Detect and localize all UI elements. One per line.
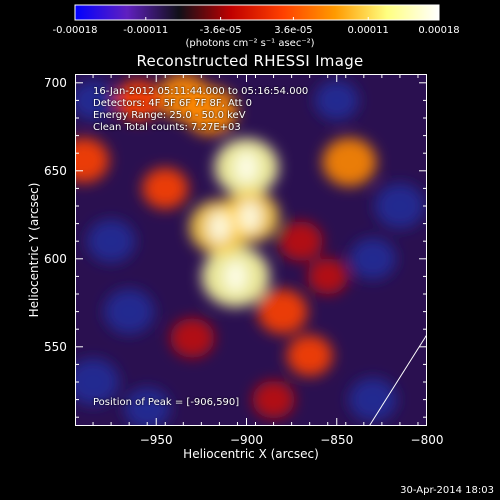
heatmap-source [322, 137, 377, 187]
annotation-energy-range: Energy Range: 25.0 - 50.0 keV [93, 110, 246, 121]
colorbar-tick-label: -0.00011 [123, 25, 169, 36]
heatmap-source [314, 80, 359, 121]
footer-timestamp: 30-Apr-2014 18:03 [400, 485, 494, 496]
heatmap-source-core [238, 200, 263, 233]
colorbar [74, 4, 440, 21]
colorbar-unit-label: (photons cm⁻² s⁻¹ asec⁻²) [185, 38, 315, 49]
colorbar-tick-label: -0.00018 [52, 25, 98, 36]
heatmap-source [87, 219, 136, 263]
y-tick-label: 550 [44, 339, 67, 354]
colorbar-tick-label: 3.6e-05 [274, 25, 313, 36]
heatmap-source [252, 380, 295, 419]
chart-title: Reconstructed RHESSI Image [136, 52, 364, 70]
heatmap-source [374, 183, 425, 229]
plot-frame [75, 74, 427, 426]
colorbar-tick-label: 0.00018 [418, 25, 460, 36]
annotation-time-range: 16-Jan-2012 05:11:44.000 to 05:16:54.000 [93, 86, 309, 97]
y-tick-label: 600 [44, 251, 67, 266]
heatmap-source [75, 358, 120, 406]
heatmap-source [348, 378, 397, 422]
heatmap-source [257, 289, 308, 335]
heatmap-source [75, 80, 116, 121]
x-tick-label: −850 [320, 433, 354, 447]
heatmap-source-core [223, 260, 248, 293]
x-axis-label: Heliocentric X (arcsec) [183, 447, 319, 461]
heatmap-source-core [207, 211, 232, 244]
y-axis-label: Heliocentric Y (arcsec) [27, 182, 41, 318]
annotation-detectors: Detectors: 4F 5F 6F 7F 8F, Att 0 [93, 98, 253, 109]
heatmap-source [278, 221, 323, 261]
heatmap-source [115, 79, 162, 122]
heatmap-svg [75, 74, 427, 426]
colorbar-tick-label: 0.00011 [347, 25, 389, 36]
heatmap-source [170, 318, 215, 358]
heatmap-source [142, 167, 189, 210]
y-tick-label: 650 [44, 163, 67, 178]
heatmap-source [157, 74, 210, 121]
heatmap-source [307, 258, 348, 295]
annotation-peak-position: Position of Peak = [-906,590] [93, 397, 240, 408]
annotation-clean-counts: Clean Total counts: 7.27E+03 [93, 122, 241, 133]
colorbar-tick-label: -3.6e-05 [199, 25, 242, 36]
heatmap-source-core [234, 151, 259, 184]
heatmap-plot [75, 74, 427, 426]
heatmap-source [349, 238, 396, 280]
limb-line [368, 334, 427, 426]
heatmap-source [124, 387, 171, 426]
x-tick-label: −900 [230, 433, 263, 447]
x-tick-label: −950 [139, 433, 173, 447]
heatmap-source [286, 334, 333, 377]
y-tick-label: 700 [44, 75, 67, 90]
heatmap-source [104, 289, 155, 335]
heatmap-source [75, 137, 110, 183]
x-tick-label: −800 [410, 433, 444, 447]
colorbar-strip [74, 4, 440, 21]
